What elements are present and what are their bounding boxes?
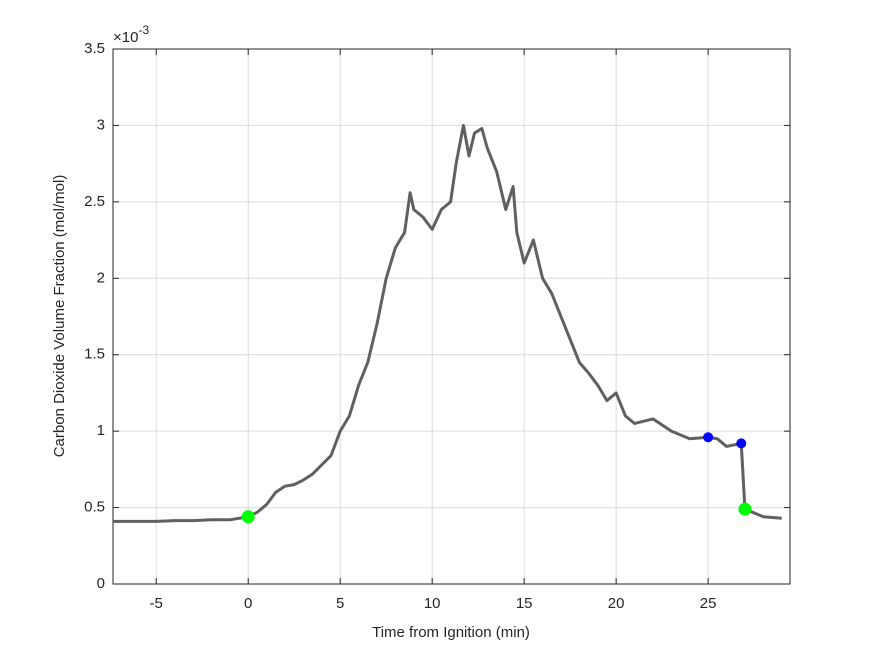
x-tick-label: 5 [336, 595, 344, 612]
x-tick-label: 25 [700, 595, 717, 612]
x-tick-label: 0 [244, 595, 252, 612]
x-tick-label: -5 [150, 595, 163, 612]
marker-point [738, 502, 752, 516]
y-tick-label: 1 [97, 422, 105, 439]
y-tick-label: 0 [97, 575, 105, 592]
y-tick-label: 2.5 [84, 193, 105, 210]
axes-frame [112, 48, 791, 585]
x-tick-label: 10 [424, 595, 441, 612]
y-tick-label: 3.5 [84, 40, 105, 57]
y-tick-label: 1.5 [84, 346, 105, 363]
grid [113, 48, 790, 585]
marker-point [736, 438, 747, 449]
y-exponent: ×10-3 [113, 23, 149, 46]
x-tick-label: 20 [608, 595, 625, 612]
y-tick-label: 3 [97, 116, 105, 133]
x-axis-label: Time from Ignition (min) [372, 624, 530, 641]
marker-point [241, 510, 255, 524]
y-tick-label: 0.5 [84, 499, 105, 516]
y-tick-label: 2 [97, 269, 105, 286]
marker-point [703, 432, 714, 443]
x-tick-label: 15 [516, 595, 533, 612]
y-axis-label: Carbon Dioxide Volume Fraction (mol/mol) [51, 175, 68, 458]
data-line [113, 123, 782, 523]
exponent-base: ×10 [113, 29, 138, 46]
exponent-power: -3 [138, 23, 149, 37]
